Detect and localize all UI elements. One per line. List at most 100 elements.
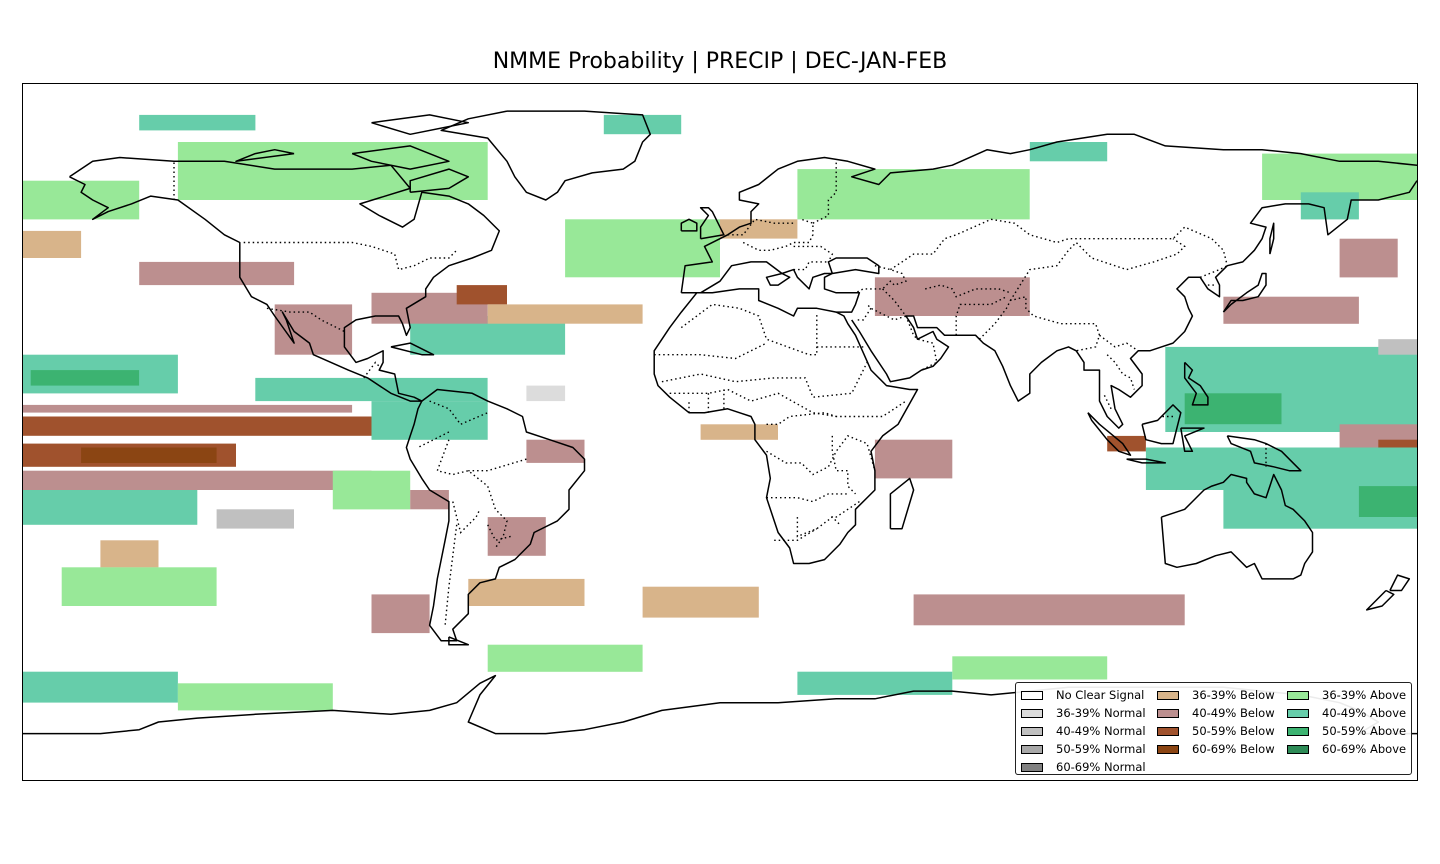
coastline <box>1141 404 1182 445</box>
map-title: NMME Probability | PRECIP | DEC-JAN-FEB <box>492 49 948 74</box>
legend-item: 36-39% Normal <box>1021 704 1146 722</box>
world-map <box>23 110 1417 735</box>
coastline <box>1222 272 1267 313</box>
country-border <box>468 458 527 472</box>
probability-region-b1 <box>23 230 82 258</box>
country-border <box>654 342 767 360</box>
probability-region-a2 <box>23 490 198 525</box>
country-border <box>766 435 876 476</box>
legend-label: 60-69% Above <box>1322 742 1407 756</box>
probability-region-b2 <box>23 404 353 413</box>
country-border <box>812 161 837 224</box>
legend-label: 40-49% Below <box>1192 706 1275 720</box>
legend-item: 50-59% Below <box>1157 722 1275 740</box>
legend-item: 60-69% Above <box>1287 740 1406 758</box>
coastline <box>1183 361 1209 406</box>
country-border <box>452 501 481 534</box>
probability-region-b3 <box>23 416 391 436</box>
legend-label: 36-39% Normal <box>1056 706 1146 720</box>
probability-region-a2 <box>371 401 488 440</box>
country-border <box>1106 354 1135 390</box>
probability-region-a2 <box>139 114 256 131</box>
probability-region-n1 <box>526 385 566 402</box>
coastline <box>699 206 725 240</box>
probability-region-b2 <box>371 594 430 634</box>
coastline <box>889 477 915 530</box>
probability-region-a1 <box>797 169 1030 220</box>
country-border <box>774 528 818 541</box>
coastline <box>1180 427 1205 453</box>
probability-region-a1 <box>952 656 1108 680</box>
map-frame <box>22 83 1418 781</box>
legend: No Clear Signal 36-39% Normal 40-49% Nor… <box>1015 682 1412 775</box>
probability-region-n2 <box>216 509 294 529</box>
coastline <box>351 145 450 170</box>
coastline <box>409 168 470 194</box>
coastline <box>235 148 295 163</box>
country-border <box>766 411 837 425</box>
country-border <box>1009 238 1186 301</box>
probability-region-a3 <box>30 370 140 386</box>
country-border <box>1102 392 1112 410</box>
legend-item: 50-59% Normal <box>1021 740 1146 758</box>
probability-region-b2 <box>1223 296 1359 324</box>
country-border <box>766 493 848 503</box>
legend-swatch <box>1157 726 1179 736</box>
probability-region-a2 <box>603 114 682 135</box>
coastline <box>681 257 880 317</box>
probability-region-a1 <box>177 683 333 711</box>
legend-swatch <box>1287 708 1309 718</box>
coastline <box>440 110 652 201</box>
legend-label: 40-49% Above <box>1322 706 1407 720</box>
legend-swatch <box>1157 708 1179 718</box>
probability-region-b2 <box>274 304 353 355</box>
coastline <box>1269 222 1275 255</box>
probability-region-b2 <box>874 439 953 479</box>
legend-swatch <box>1287 744 1309 754</box>
country-border <box>661 362 868 398</box>
probability-region-b1 <box>720 219 798 239</box>
legend-item: No Clear Signal <box>1021 686 1146 704</box>
country-border <box>363 361 380 379</box>
probability-region-a3 <box>1358 486 1417 517</box>
probability-region-a3 <box>1184 393 1282 425</box>
country-border <box>955 296 1007 336</box>
country-border <box>417 431 450 449</box>
country-border <box>978 295 1101 352</box>
probability-region-a1 <box>487 644 643 672</box>
legend-label: 50-59% Above <box>1322 724 1407 738</box>
country-border <box>866 288 908 321</box>
legend-label: 36-39% Above <box>1322 688 1407 702</box>
country-border <box>1199 265 1228 278</box>
legend-label: 60-69% Normal <box>1056 760 1146 774</box>
country-border <box>429 400 488 426</box>
probability-region-b2 <box>874 277 1030 316</box>
coastline <box>851 180 1417 429</box>
legend-swatch <box>1157 690 1179 700</box>
probability-region-b1 <box>700 424 778 440</box>
legend-swatch <box>1157 744 1179 754</box>
legend-swatch <box>1287 690 1309 700</box>
legend-swatch <box>1021 744 1043 754</box>
probability-region-n2 <box>1378 339 1417 355</box>
legend-item: 40-49% Above <box>1287 704 1406 722</box>
probability-region-b2 <box>526 439 585 463</box>
country-border <box>669 388 907 418</box>
probability-region-b3 <box>456 285 507 305</box>
country-border <box>793 245 834 263</box>
legend-swatch <box>1021 762 1043 772</box>
country-border <box>828 501 860 518</box>
coastline <box>1365 589 1395 611</box>
probability-layer <box>23 114 1417 711</box>
coastline <box>448 636 470 646</box>
probability-region-a1 <box>332 470 411 510</box>
probability-region-b4 <box>81 447 217 463</box>
legend-label: No Clear Signal <box>1056 688 1145 702</box>
legend-label: 36-39% Below <box>1192 688 1275 702</box>
country-border <box>855 307 872 321</box>
legend-item: 40-49% Normal <box>1021 722 1146 740</box>
coastline <box>405 388 586 642</box>
legend-item: 60-69% Below <box>1157 740 1275 758</box>
coastline <box>390 342 435 356</box>
probability-region-b2 <box>139 261 295 286</box>
